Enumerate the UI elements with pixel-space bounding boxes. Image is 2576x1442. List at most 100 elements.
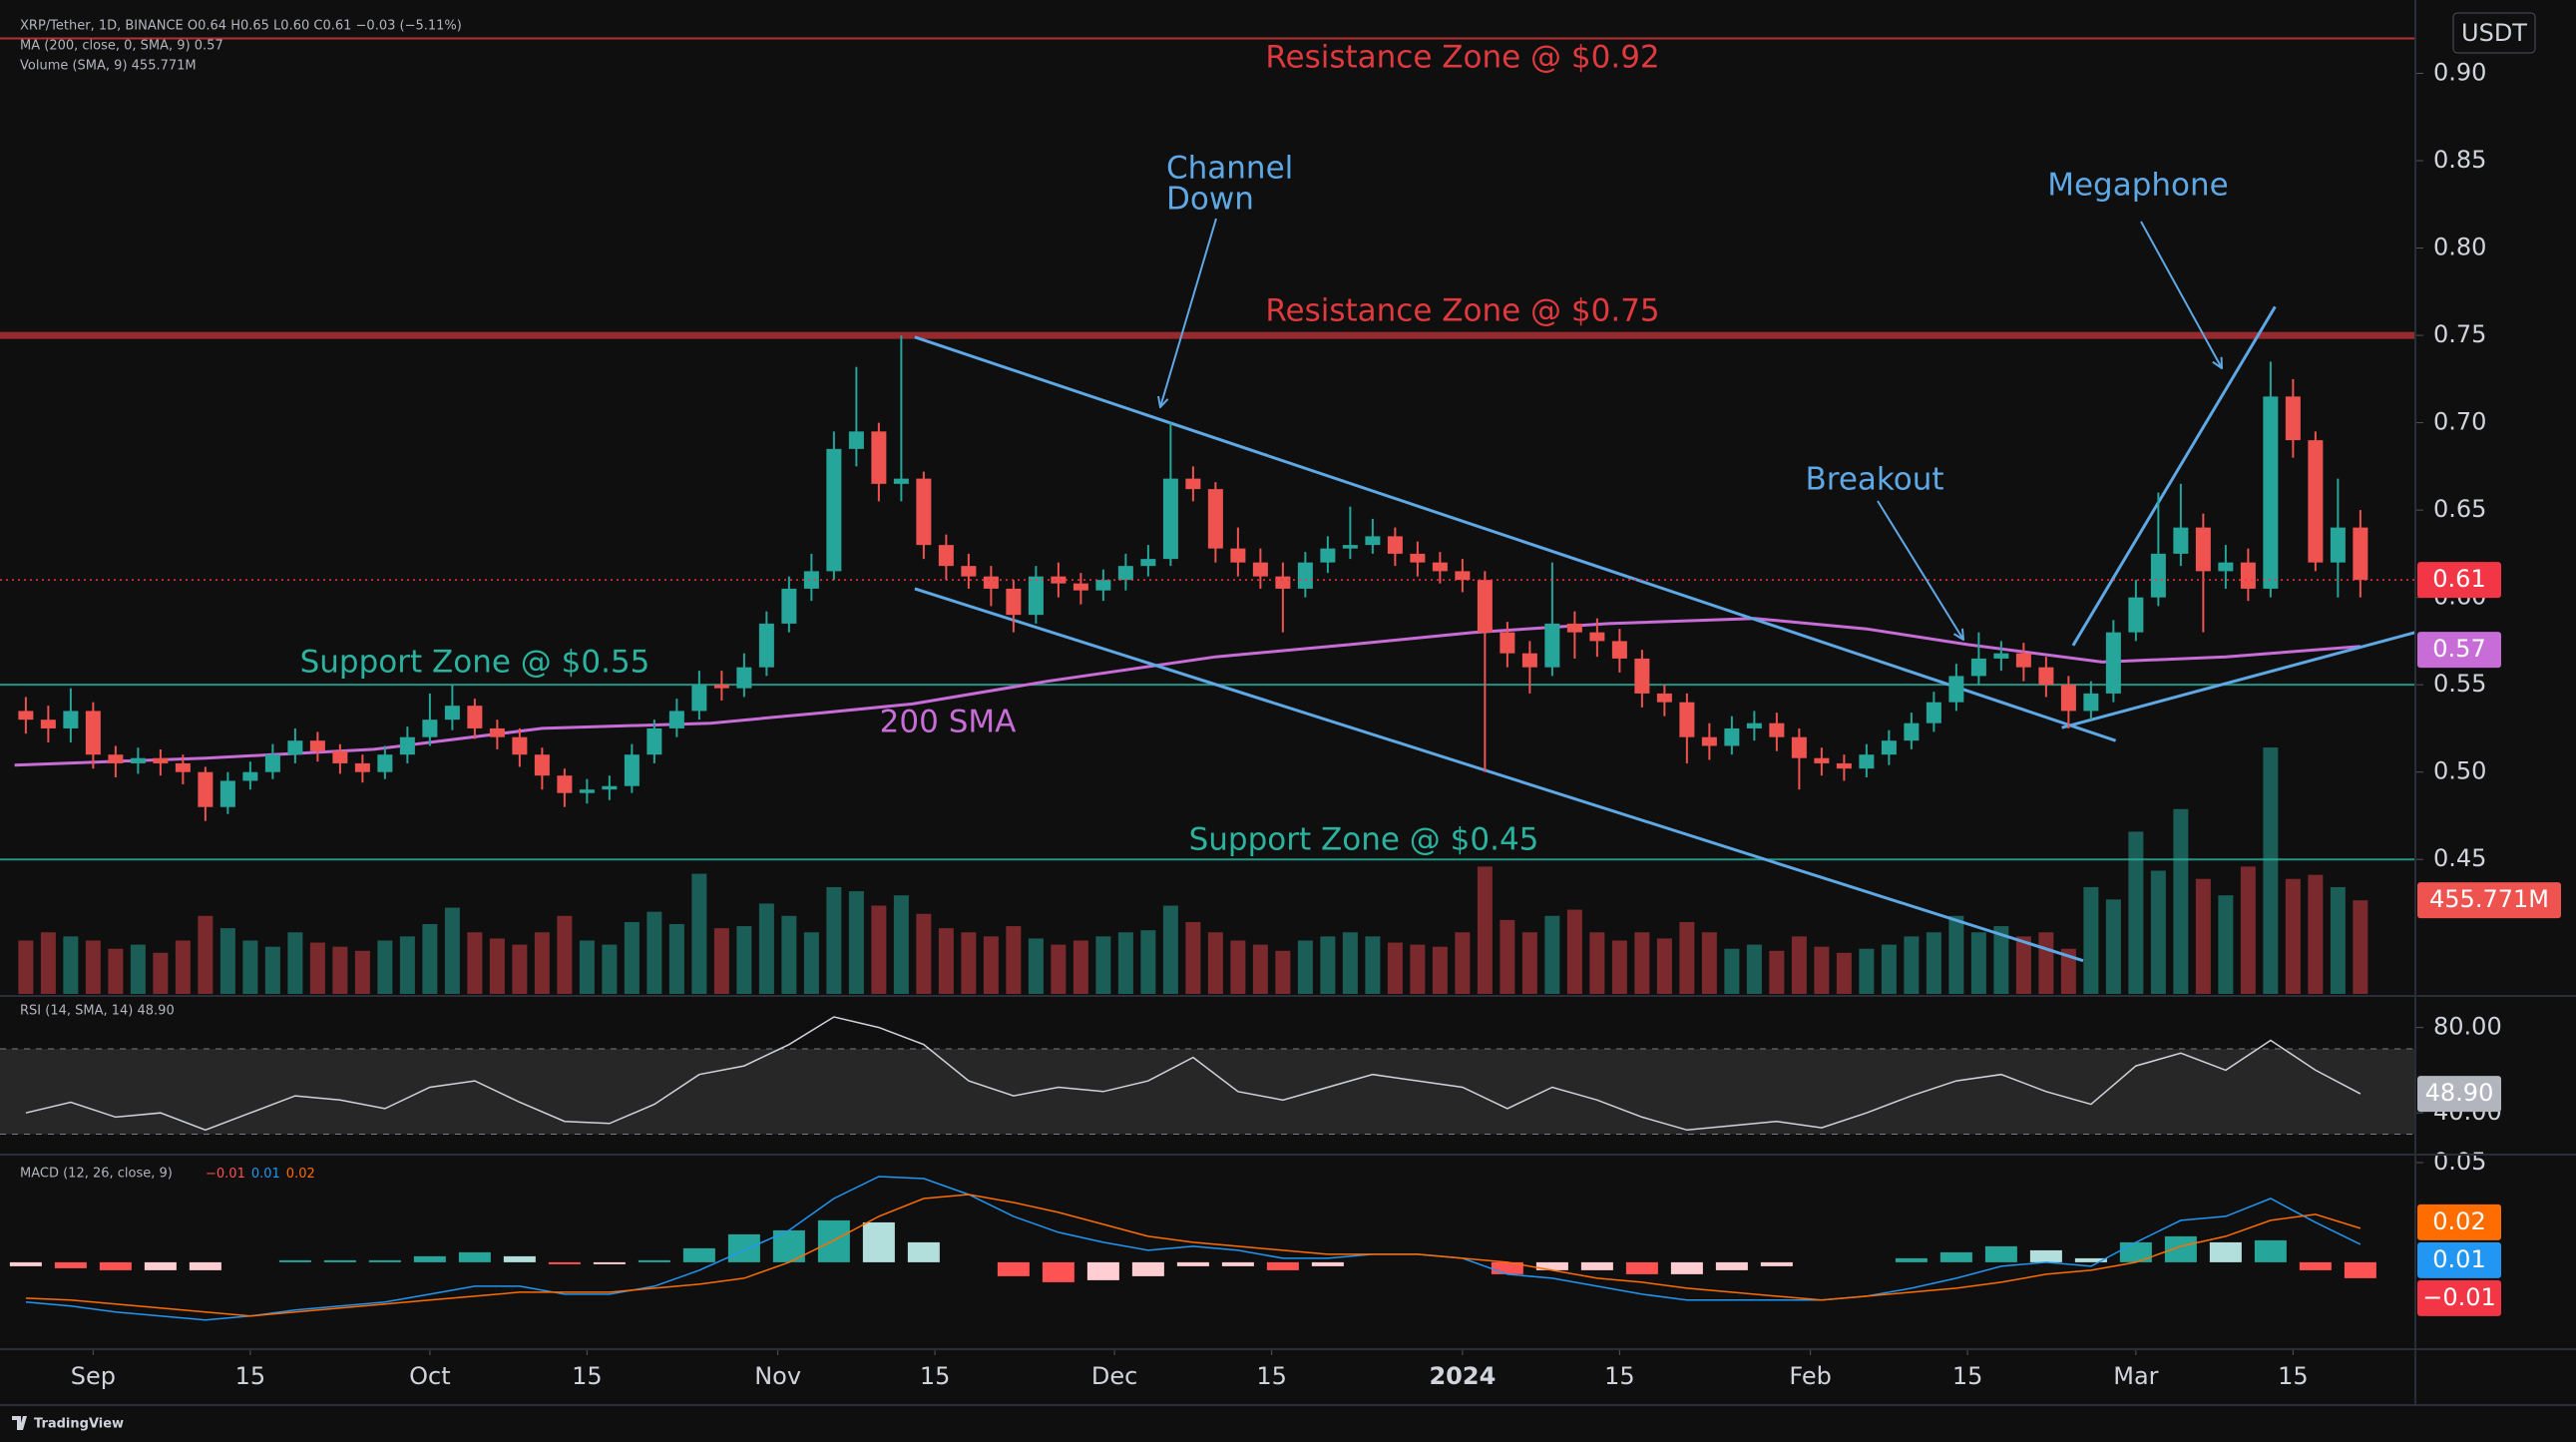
histogram-bar: [727, 1233, 760, 1262]
volume-bar: [85, 940, 101, 994]
candle-body: [916, 478, 932, 546]
histogram-bar: [1535, 1261, 1568, 1270]
y-tick-label: 0.70: [2433, 408, 2486, 436]
candle-body: [1387, 536, 1403, 554]
zone-label: Support Zone @ $0.45: [1189, 822, 1539, 858]
signal-line: [25, 1194, 2361, 1317]
arrow: [2140, 221, 2222, 368]
candle-body: [287, 740, 303, 755]
candle-body: [1073, 583, 1088, 591]
volume-bar: [1117, 932, 1133, 994]
legend-text: Volume (SMA, 9) 455.771M: [20, 59, 197, 74]
candle-body: [1724, 727, 1740, 746]
candle-body: [1410, 553, 1426, 563]
candle-body: [130, 757, 146, 763]
legend-text: MACD (12, 26, close, 9): [20, 1167, 173, 1182]
candle-body: [1095, 580, 1111, 591]
histogram-bar: [2344, 1261, 2376, 1278]
y-tick-label: 0.85: [2433, 146, 2486, 174]
histogram-bar: [2299, 1261, 2332, 1270]
histogram-bar: [323, 1259, 356, 1262]
branding: TradingView: [34, 1417, 124, 1432]
histogram-bar: [1760, 1261, 1793, 1266]
volume-bar: [422, 924, 438, 994]
histogram-bar: [862, 1221, 895, 1262]
candle-body: [2083, 693, 2099, 712]
candle-body: [2330, 527, 2346, 563]
candle-body: [399, 736, 415, 755]
volume-bar: [983, 936, 999, 994]
y-tick-label: 0.90: [2433, 59, 2486, 87]
candle-body: [646, 727, 662, 755]
candle-body: [1051, 576, 1067, 584]
x-tick-label: 15: [2278, 1362, 2309, 1390]
volume-bar: [2285, 878, 2301, 994]
x-tick-label: Feb: [1789, 1362, 1832, 1390]
x-tick-label: 2024: [1429, 1362, 1496, 1390]
candle-body: [668, 711, 684, 728]
volume-bar: [938, 928, 954, 994]
candle-body: [803, 571, 819, 589]
volume-bar: [1051, 944, 1067, 994]
volume-bar: [512, 944, 528, 994]
candle-body: [1342, 545, 1358, 549]
volume-bar: [1791, 936, 1807, 994]
volume-bar: [377, 940, 393, 994]
volume-bar: [2195, 878, 2211, 994]
macd-line: [25, 1176, 2361, 1321]
candle-body: [1140, 559, 1156, 567]
histogram-bar: [1311, 1261, 1344, 1266]
legend-text: RSI (14, SMA, 14) 48.90: [20, 1004, 175, 1019]
volume-bar: [1881, 944, 1897, 994]
x-tick-label: 15: [1952, 1362, 1983, 1390]
volume-bar: [1836, 952, 1852, 994]
candle-body: [826, 448, 842, 572]
candle-body: [332, 750, 348, 763]
volume-bar: [1656, 938, 1672, 994]
candle-body: [18, 711, 34, 721]
histogram-bar: [1715, 1261, 1748, 1270]
volume-bar: [1387, 942, 1403, 994]
price-label: 0.61: [2432, 565, 2485, 593]
volume-bar: [871, 905, 887, 994]
candle-body: [1814, 757, 1830, 763]
y-tick-label: 0.65: [2433, 495, 2486, 523]
volume-bar: [758, 903, 774, 994]
candle-body: [219, 780, 235, 807]
annotation: 200 SMA: [880, 705, 1017, 740]
histogram-bar: [1670, 1261, 1703, 1274]
volume-bar: [1724, 948, 1740, 994]
volume-bar: [893, 895, 909, 994]
annotation: Down: [1166, 182, 1254, 218]
histogram-bar: [1176, 1261, 1209, 1266]
volume-bar: [2038, 932, 2054, 994]
legend-text: MA (200, close, 0, SMA, 9) 0.57: [20, 39, 223, 54]
candle-body: [1544, 623, 1560, 668]
histogram-bar: [368, 1259, 401, 1262]
candle-body: [557, 775, 573, 793]
volume-bar: [242, 940, 258, 994]
candle-body: [1970, 658, 1986, 677]
candle-body: [1948, 676, 1964, 703]
volume-bar: [1365, 936, 1381, 994]
volume-bar: [175, 940, 191, 994]
volume-bar: [1006, 926, 1022, 994]
volume-bar: [2308, 874, 2324, 994]
candle-body: [1028, 576, 1044, 616]
volume-bar: [1320, 936, 1336, 994]
candle-body: [175, 762, 191, 772]
candle-body: [1904, 722, 1920, 741]
volume-bar: [2015, 936, 2031, 994]
volume-bar: [602, 944, 618, 994]
volume-bar: [1904, 936, 1920, 994]
histogram-bar: [682, 1247, 715, 1262]
x-tick-label: Oct: [409, 1362, 451, 1390]
volume-bar: [18, 940, 34, 994]
price-label-box: [2417, 1279, 2501, 1316]
candle-body: [1611, 641, 1627, 659]
price-label-box: [2417, 1076, 2501, 1113]
candle-body: [2240, 562, 2256, 589]
candle-body: [1185, 478, 1201, 490]
histogram-bar: [1625, 1261, 1658, 1274]
volume-bar: [444, 907, 460, 994]
